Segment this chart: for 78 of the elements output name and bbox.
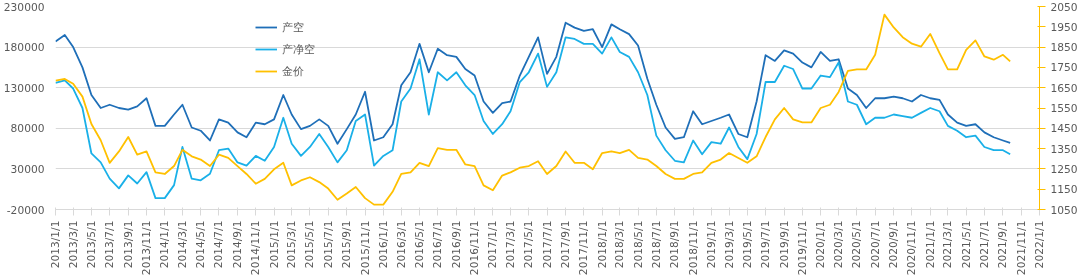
x-tick-label: 2015/3/1 xyxy=(285,220,299,269)
x-tick-label: 2013/5/1 xyxy=(84,220,98,269)
x-tick-label: 2018/11/1 xyxy=(686,220,700,276)
x-tick-label: 2013/11/1 xyxy=(140,220,154,276)
x-tick-label: 2014/3/1 xyxy=(175,220,189,269)
x-tick-label: 2020/9/1 xyxy=(887,220,901,269)
x-tick-label: 2014/1/1 xyxy=(158,220,172,269)
y2-tick-label: 1050 xyxy=(1050,203,1078,217)
legend-label: 金价 xyxy=(282,63,304,79)
line-series xyxy=(55,36,1012,200)
x-tick-label: 2018/3/1 xyxy=(613,220,627,269)
x-tick-label: 2016/11/1 xyxy=(468,220,482,276)
y2-tick-label: 1150 xyxy=(1050,183,1078,197)
x-tick-label: 2018/7/1 xyxy=(649,220,663,269)
x-tick-label: 2020/5/1 xyxy=(850,220,864,269)
x-tick-label: 2017/9/1 xyxy=(559,220,573,269)
x-tick-label: 2016/5/1 xyxy=(413,220,427,269)
y-tick-label: -20000 xyxy=(6,203,45,217)
x-tick-label: 2017/1/1 xyxy=(486,220,500,269)
x-tick-label: 2021/1/1 xyxy=(923,220,937,269)
x-tick-label: 2016/9/1 xyxy=(449,220,463,269)
x-tick-label: 2019/11/1 xyxy=(795,220,809,276)
x-tick-label: 2014/9/1 xyxy=(231,220,245,269)
x-tick-label: 2021/5/1 xyxy=(959,220,973,269)
x-tick-label: 2020/11/1 xyxy=(905,220,919,276)
x-tick-label: 2020/3/1 xyxy=(832,220,846,269)
x-tick-label: 2015/11/1 xyxy=(358,220,372,276)
x-tick-label: 2019/5/1 xyxy=(740,220,754,269)
y2-tick-label: 1550 xyxy=(1050,102,1078,115)
x-tick-label: 2015/1/1 xyxy=(267,220,281,269)
x-tick-label: 2017/11/1 xyxy=(577,220,591,276)
legend-label: 产空 xyxy=(282,19,304,35)
y2-tick-label: 1250 xyxy=(1050,162,1078,176)
x-tick-label: 2013/1/1 xyxy=(49,220,62,269)
y2-tick-label: 1650 xyxy=(1050,81,1078,95)
y2-tick-label: 2050 xyxy=(1050,0,1078,14)
x-tick-label: 2013/3/1 xyxy=(66,220,80,269)
line-series xyxy=(55,13,1012,206)
x-tick-label: 2018/9/1 xyxy=(668,220,682,269)
y2-tick-label: 1750 xyxy=(1050,61,1078,75)
x-tick-label: 2016/3/1 xyxy=(394,220,408,269)
x-tick-label: 2018/1/1 xyxy=(595,220,609,269)
y2-tick-label: 1350 xyxy=(1050,142,1078,156)
x-tick-label: 2018/5/1 xyxy=(631,220,645,269)
x-tick-label: 2017/3/1 xyxy=(504,220,518,269)
x-tick-label: 2014/7/1 xyxy=(212,220,226,269)
x-tick-label: 2019/9/1 xyxy=(777,220,791,269)
x-tick-label: 2013/7/1 xyxy=(103,220,117,269)
y-tick-label: 180000 xyxy=(3,41,45,55)
x-tick-label: 2019/1/1 xyxy=(704,220,718,269)
x-tick-label: 2019/7/1 xyxy=(759,220,773,269)
y2-tick-label: 1850 xyxy=(1050,41,1078,55)
line-series xyxy=(55,21,1012,145)
x-tick-label: 2019/3/1 xyxy=(722,220,736,269)
x-tick-label: 2015/7/1 xyxy=(321,220,335,269)
x-tick-label: 2021/3/1 xyxy=(941,220,955,269)
y-tick-label: 30000 xyxy=(10,162,45,176)
x-tick-label: 2020/7/1 xyxy=(868,220,882,269)
x-tick-label: 2014/11/1 xyxy=(249,220,263,276)
x-tick-label: 2021/7/1 xyxy=(977,220,991,269)
y-tick-label: 230000 xyxy=(3,0,45,14)
x-tick-label: 2015/9/1 xyxy=(340,220,354,269)
x-tick-label: 2020/1/1 xyxy=(814,220,828,269)
x-tick-label: 2016/7/1 xyxy=(431,220,445,269)
y-tick-label: 80000 xyxy=(10,122,45,136)
x-tick-label: 2021/11/1 xyxy=(1014,220,1028,276)
legend-label: 产净空 xyxy=(282,41,315,57)
x-tick-label: 2013/9/1 xyxy=(121,220,135,269)
y-tick-label: 130000 xyxy=(3,81,45,95)
x-tick-label: 2016/1/1 xyxy=(376,220,390,269)
x-tick-label: 2014/5/1 xyxy=(194,220,208,269)
x-tick-label: 2017/7/1 xyxy=(540,220,554,269)
y2-tick-label: 1450 xyxy=(1050,122,1078,136)
x-tick-label: 2017/5/1 xyxy=(522,220,536,269)
x-tick-label: 2021/9/1 xyxy=(996,220,1010,269)
y2-tick-label: 1950 xyxy=(1050,20,1078,34)
x-tick-label: 2022/1/1 xyxy=(1033,220,1046,269)
x-tick-label: 2015/5/1 xyxy=(303,220,317,269)
